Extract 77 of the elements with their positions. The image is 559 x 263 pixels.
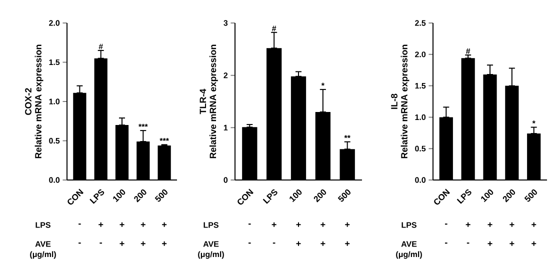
text: COX-2 [25,88,32,115]
text: + [345,241,350,246]
x-tick-label: 500 [338,189,350,202]
text: AVE [35,241,51,247]
text: LPS [204,222,218,228]
y-tick-label: 0.0 [49,177,60,183]
text: + [98,222,104,227]
y-tick-label: 0.0 [415,177,426,183]
text: TLR-4 [200,88,206,114]
annotation: # [98,44,103,50]
text: + [320,241,326,246]
y-tick-label: 0.5 [49,138,60,144]
text: + [488,222,492,227]
text: + [320,222,326,227]
text: LPS [36,222,50,228]
text: - [78,242,81,244]
text: + [272,222,276,227]
x-tick-label: 200 [502,189,516,202]
text: AVE [401,241,417,247]
text: (μg/ml) [396,251,422,259]
y-tick-label: 2.5 [415,20,426,26]
text: + [466,222,470,227]
text: + [140,222,146,227]
text: - [248,242,251,244]
x-tick-label: 200 [134,189,146,202]
y-axis-title: Relative mRNA expression [209,44,218,158]
text: (μg/ml) [198,251,224,259]
y-tick-label: 1 [224,124,228,130]
x-tick-label: 200 [314,189,326,202]
y-tick-label: 1.5 [49,59,60,66]
text: + [120,222,124,227]
y-tick-label: 2.0 [415,52,426,58]
y-tick-label: 0.5 [415,146,426,152]
text: + [510,241,514,246]
text: + [296,241,301,246]
annotation: *** [138,124,148,127]
y-axis-title: Relative mRNA expression [34,44,44,158]
text: + [162,222,167,227]
y-tick-label: 2 [224,72,228,78]
x-tick-label: 100 [290,189,302,202]
annotation: # [272,26,276,32]
y-tick-label: 1.0 [49,98,60,104]
text: + [345,222,350,227]
text: + [140,241,146,246]
y-tick-label: 0 [224,177,228,183]
text: + [532,222,536,227]
text: + [488,241,492,246]
annotation: * [321,82,324,86]
annotation: # [466,48,470,54]
text: - [100,242,102,244]
text: + [120,241,124,246]
y-tick-label: 1.0 [415,114,426,120]
text: - [445,242,448,244]
y-tick-label: 2.0 [49,20,60,26]
text: AVE [203,241,219,247]
annotation: * [532,120,536,124]
text: - [466,242,470,244]
x-tick-label: 100 [113,189,126,202]
text: + [162,241,167,246]
text: - [272,242,276,244]
y-tick-label: 1.5 [415,83,426,89]
text: + [532,241,536,246]
text: (μg/ml) [30,251,56,259]
y-axis-title: Relative mRNA expression [400,44,410,158]
text: - [78,224,81,225]
annotation: ** [344,135,350,138]
text: IL-8 [391,94,398,109]
y-tick-label: 3 [224,20,228,26]
x-tick-label: 500 [524,189,537,202]
text: + [510,222,514,227]
text: - [248,224,251,225]
annotation: *** [160,138,169,141]
text: LPS [402,222,416,228]
text: - [445,224,448,225]
x-tick-label: 500 [154,189,168,202]
text: + [296,222,301,227]
x-tick-label: 100 [481,189,494,202]
